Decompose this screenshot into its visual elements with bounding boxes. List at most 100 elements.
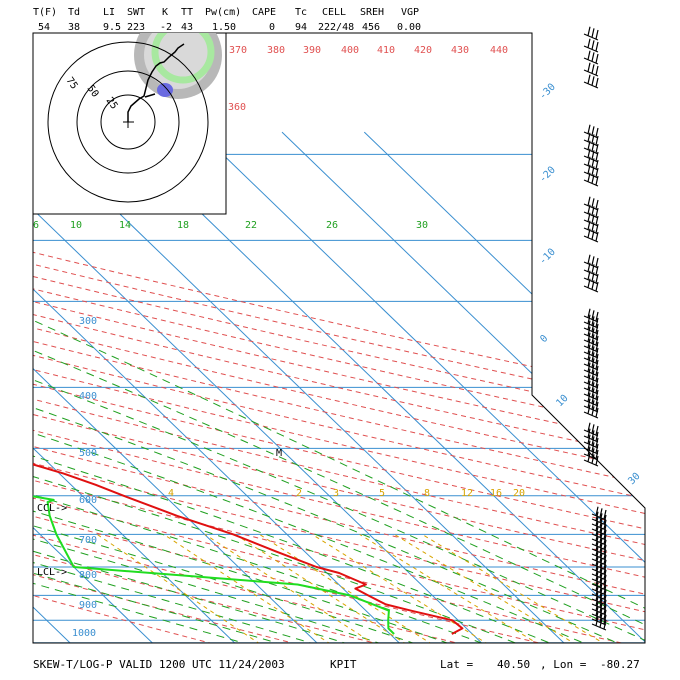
- ccl-marker: CCL->: [37, 503, 67, 514]
- hodograph-ring-outer: [47, 41, 209, 203]
- wind-barb: [583, 74, 599, 89]
- moist-adiabat-line: [33, 300, 443, 643]
- theta-e-label-26: 26: [326, 220, 338, 231]
- stat-value-cape: 0: [269, 22, 275, 33]
- stat-label-swt: SWT: [127, 7, 145, 18]
- wind-barb: [583, 164, 599, 179]
- theta-e-label-14: 14: [119, 220, 131, 231]
- stat-value-tt: 43: [181, 22, 193, 33]
- dry-adiabat-line: [33, 164, 645, 643]
- pressure-label-900: 900: [79, 600, 97, 611]
- wind-barb: [583, 172, 599, 187]
- pressure-label-300: 300: [79, 316, 97, 327]
- dry-adiabat-line: [33, 164, 645, 643]
- pressure-label-1000: 1000: [72, 628, 96, 639]
- wind-barb: [583, 62, 599, 77]
- wind-barb: [583, 368, 599, 383]
- wind-barb: [583, 428, 599, 443]
- isotherm-line: [33, 131, 411, 643]
- wind-barb: [583, 124, 599, 139]
- stat-value-li: 9.5: [103, 22, 121, 33]
- dry-adiabat-line: [33, 164, 645, 643]
- wind-barb: [583, 440, 599, 455]
- latitude-value: 40.50: [497, 658, 530, 671]
- wind-barb: [583, 254, 599, 269]
- moist-adiabat-line: [33, 300, 509, 643]
- stat-value-k: -2: [160, 22, 172, 33]
- wind-barb: [583, 26, 599, 41]
- wind-barb: [591, 606, 607, 621]
- wind-barb: [583, 380, 599, 395]
- hodograph-shear-vector: [144, 93, 156, 98]
- wind-barb: [583, 314, 599, 329]
- hodograph-ring-middle: [76, 70, 180, 174]
- wind-barb: [591, 536, 607, 551]
- wind-barb: [583, 404, 599, 419]
- latitude-label: Lat =: [440, 658, 473, 671]
- mixing-ratio-label-20: 20: [513, 488, 525, 499]
- mixing-ratio-line: [359, 533, 554, 643]
- moist-adiabat-line: [33, 300, 410, 643]
- dry-adiabat-line: [33, 164, 645, 643]
- wind-barb: [583, 270, 599, 285]
- stat-value-cell: 222/48: [318, 22, 354, 33]
- hodograph-trace: [127, 43, 185, 122]
- wind-barb: [591, 526, 607, 541]
- stat-label-cell: CELL: [322, 7, 346, 18]
- stat-label-li: LI: [103, 7, 115, 18]
- moist-adiabat-line: [33, 300, 645, 643]
- longitude-label: , Lon =: [540, 658, 587, 671]
- wind-barb: [583, 148, 599, 163]
- stat-value-pw: 1.50: [212, 22, 236, 33]
- theta-label-420: 420: [414, 45, 432, 56]
- dry-adiabat-line: [33, 164, 645, 643]
- wind-barb: [583, 332, 599, 347]
- stat-value-tf: 54: [38, 22, 50, 33]
- wind-barb: [583, 350, 599, 365]
- wind-barb: [591, 591, 607, 606]
- dry-adiabat-line: [33, 164, 645, 643]
- wind-barb: [591, 576, 607, 591]
- isotherm-label-0: 0: [538, 333, 550, 345]
- isotherm-line: [33, 131, 328, 643]
- storm-motion-marker: [157, 83, 173, 97]
- stat-label-cape: CAPE: [252, 7, 276, 18]
- dry-adiabat-line: [33, 164, 645, 643]
- wind-barb: [583, 308, 599, 323]
- moist-adiabat-line: [33, 300, 345, 643]
- plot-frame: [32, 32, 646, 644]
- isotherm-line: [33, 131, 246, 643]
- stat-value-swt: 223: [127, 22, 145, 33]
- stat-label-tt: TT: [181, 7, 193, 18]
- moist-adiabat-line: [33, 300, 542, 643]
- isotherm-label-10: 10: [554, 393, 570, 409]
- wind-barb: [583, 398, 599, 413]
- chart-title: SKEW-T/LOG-P VALID 1200 UTC 11/24/2003: [33, 658, 285, 671]
- theta-label-370: 370: [229, 45, 247, 56]
- station-id: KPIT: [330, 658, 357, 671]
- stat-label-k: K: [162, 7, 168, 18]
- moist-adiabat-line: [33, 300, 377, 643]
- theta-label-390: 390: [303, 45, 321, 56]
- mixing-ratio-label-3: 3: [333, 488, 339, 499]
- wind-barb: [583, 196, 599, 211]
- dry-adiabat-line: [33, 164, 645, 643]
- moist-adiabat-line: [33, 300, 645, 643]
- storm-motion-ring: [151, 33, 215, 84]
- wind-barb: [591, 506, 607, 521]
- wind-barb: [583, 320, 599, 335]
- stat-label-sreh: SREH: [360, 7, 384, 18]
- dry-adiabat-line: [33, 164, 332, 643]
- wind-barb: [583, 220, 599, 235]
- dry-adiabat-line: [33, 164, 645, 643]
- wind-barb: [583, 446, 599, 461]
- wind-barb: [583, 140, 599, 155]
- wind-barb: [591, 521, 607, 536]
- wind-barb: [583, 374, 599, 389]
- wind-barb: [591, 571, 607, 586]
- wind-barb: [583, 204, 599, 219]
- longitude-value: -80.27: [600, 658, 640, 671]
- mixing-ratio-line: [311, 533, 503, 643]
- wind-barb: [591, 551, 607, 566]
- mixing-ratio-label-5: 5: [379, 488, 385, 499]
